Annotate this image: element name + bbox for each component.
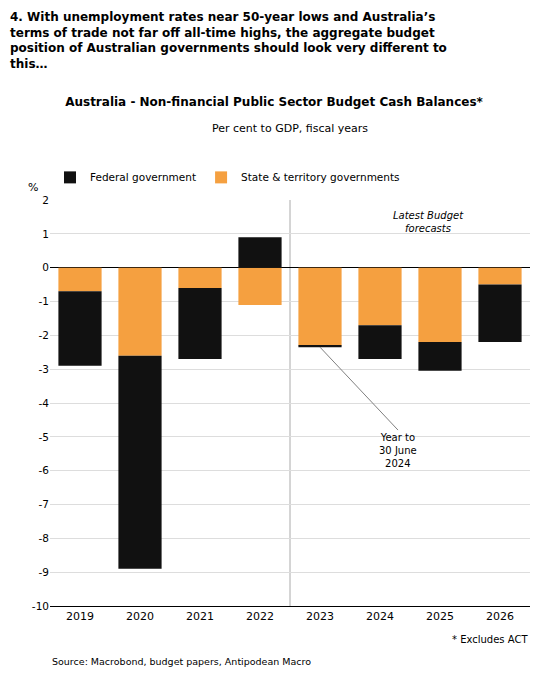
svg-text:Federal government: Federal government	[90, 171, 196, 183]
svg-text:Latest Budgetforecasts: Latest Budgetforecasts	[393, 210, 464, 234]
svg-text:-6: -6	[39, 464, 50, 476]
svg-text:2023: 2023	[306, 610, 334, 623]
svg-text:2020: 2020	[126, 610, 154, 623]
svg-text:-5: -5	[39, 431, 49, 443]
svg-text:2025: 2025	[426, 610, 454, 623]
svg-text:-10: -10	[32, 600, 49, 612]
svg-text:0: 0	[42, 261, 49, 273]
svg-text:-2: -2	[39, 329, 49, 341]
svg-text:Per cent to GDP, fiscal years: Per cent to GDP, fiscal years	[212, 122, 368, 135]
svg-text:%: %	[28, 181, 38, 194]
svg-text:-3: -3	[39, 363, 49, 375]
svg-text:-4: -4	[39, 397, 50, 409]
svg-text:-1: -1	[39, 295, 49, 307]
svg-text:1: 1	[42, 228, 49, 240]
svg-text:2: 2	[42, 194, 49, 206]
svg-text:-7: -7	[39, 498, 49, 510]
svg-text:* Excludes ACT: * Excludes ACT	[452, 634, 528, 645]
svg-text:2019: 2019	[66, 610, 94, 623]
svg-text:2022: 2022	[246, 610, 274, 623]
svg-text:-9: -9	[39, 566, 49, 578]
svg-text:2024: 2024	[366, 610, 394, 623]
svg-text:State & territory governments: State & territory governments	[241, 171, 400, 183]
svg-text:Source: Macrobond, budget pape: Source: Macrobond, budget papers, Antipo…	[52, 656, 311, 667]
svg-text:2021: 2021	[186, 610, 214, 623]
svg-text:4. With unemployment rates nea: 4. With unemployment rates near 50-year …	[10, 10, 447, 71]
svg-text:Australia - Non-financial Publ: Australia - Non-financial Public Sector …	[65, 95, 483, 109]
svg-text:2026: 2026	[486, 610, 514, 623]
svg-text:Year to30 June2024: Year to30 June2024	[379, 432, 417, 469]
svg-text:-8: -8	[39, 532, 49, 544]
